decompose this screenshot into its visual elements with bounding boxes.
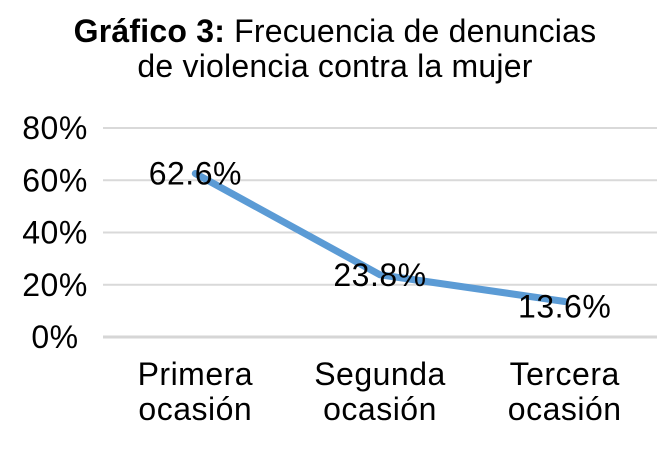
chart-title-line1: Gráfico 3: Frecuencia de denuncias <box>0 14 670 49</box>
x-axis-category-label: Tercera <box>510 356 620 392</box>
y-axis-tick-label: 80% <box>22 110 88 146</box>
x-axis-category-label: ocasión <box>323 391 437 427</box>
x-axis-category-label: ocasión <box>508 391 622 427</box>
chart-title-line2: de violencia contra la mujer <box>137 48 533 84</box>
y-axis-tick-label: 60% <box>22 162 88 198</box>
data-label: 23.8% <box>333 257 426 293</box>
x-axis-category-label: ocasión <box>138 391 252 427</box>
chart-title-prefix: Gráfico 3: <box>73 13 226 49</box>
data-label: 13.6% <box>518 288 611 324</box>
data-label: 62.6% <box>149 155 242 191</box>
chart-title-line1-text: Frecuencia de denuncias <box>225 13 597 49</box>
x-axis-category-label: Segunda <box>314 356 446 392</box>
y-axis-tick-label: 0% <box>31 319 78 355</box>
y-axis-tick-label: 40% <box>22 215 88 251</box>
chart-title: Gráfico 3: Frecuencia de denuncias de vi… <box>0 14 670 84</box>
series-line <box>191 170 569 305</box>
x-axis-category-label: Primera <box>138 356 254 392</box>
y-axis-tick-label: 20% <box>22 267 88 303</box>
